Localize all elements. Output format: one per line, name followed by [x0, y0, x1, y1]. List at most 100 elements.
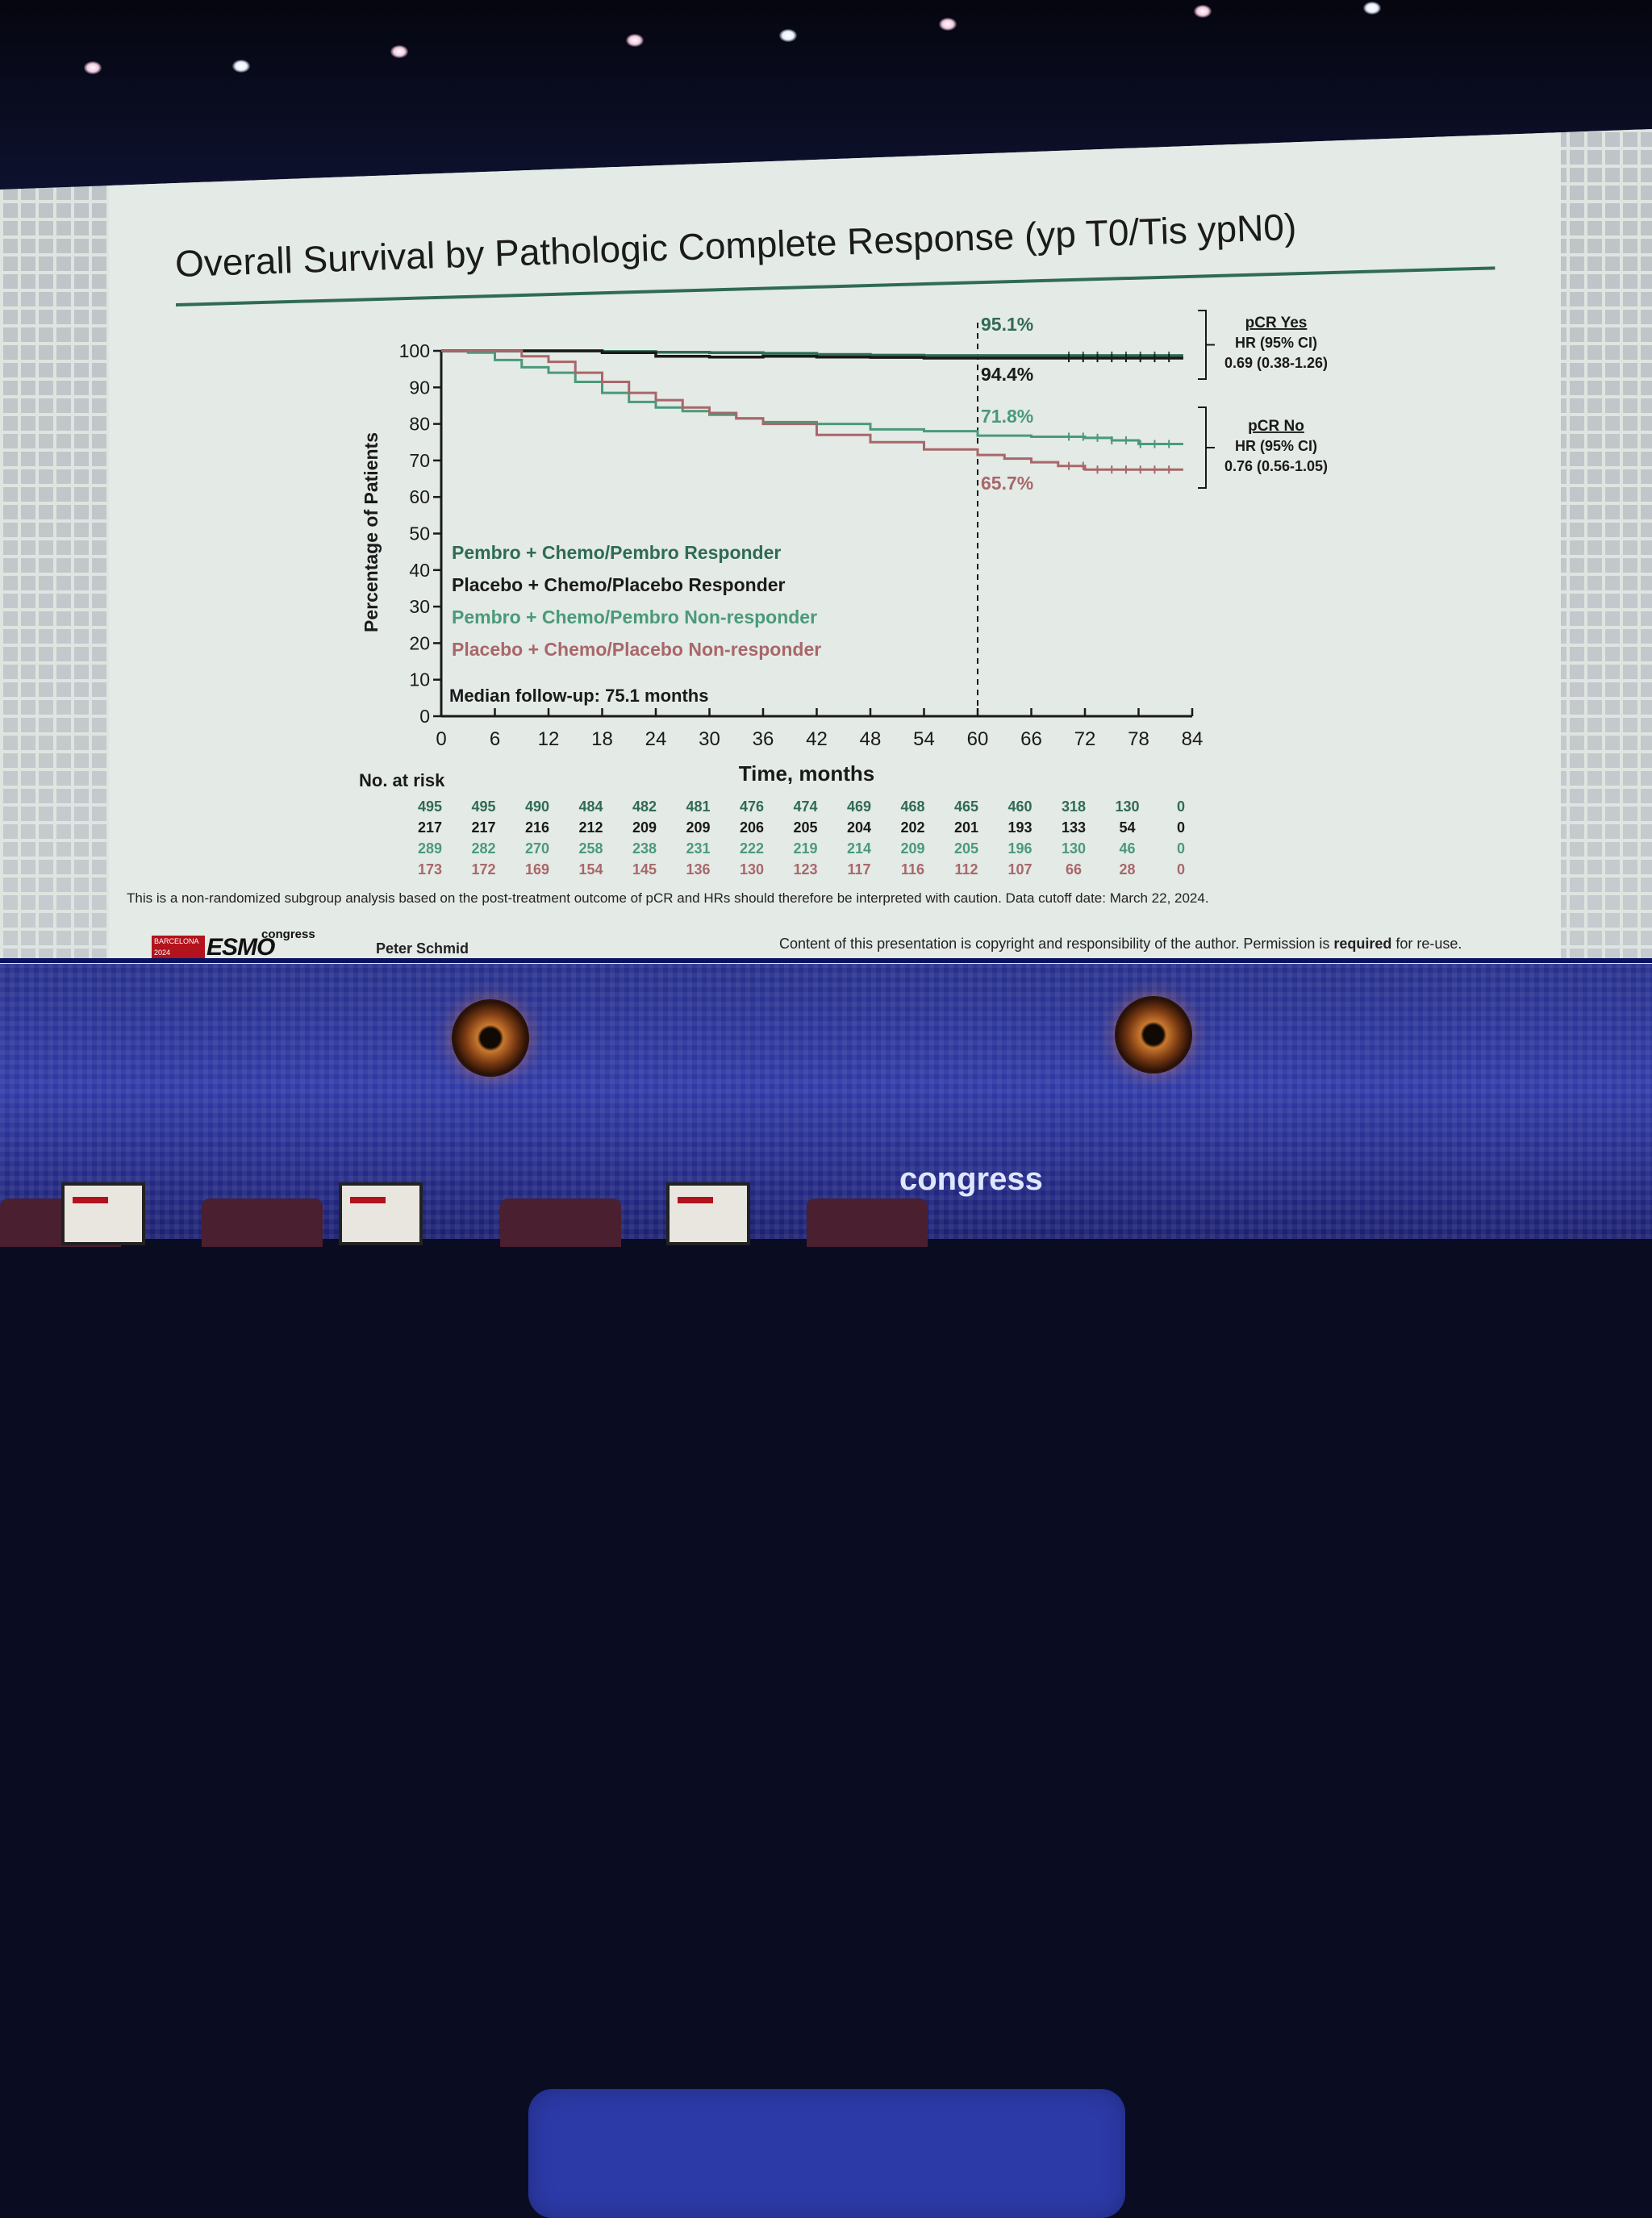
legend: Pembro + Chemo/Pembro Responder Placebo +…: [452, 542, 821, 660]
hr-group-label: pCR No: [1248, 418, 1304, 435]
risk-cell: 130: [1115, 798, 1139, 815]
risk-cell: 495: [471, 798, 495, 815]
risk-cell: 107: [1007, 861, 1032, 878]
landmark-value-label: 95.1%: [981, 314, 1033, 335]
x-tick-label: 24: [645, 728, 667, 750]
y-axis-label: Percentage of Patients: [361, 432, 382, 632]
km-curve-series-3: [441, 349, 1183, 446]
series: [441, 349, 1183, 474]
risk-table: No. at risk 495 495 490 484 482 481 476 474 469 46…: [359, 770, 1185, 878]
x-tick-label: 6: [490, 728, 500, 750]
screen-pattern-left: [0, 129, 121, 964]
stage-spotlight: [452, 999, 529, 1077]
risk-cell: 66: [1066, 861, 1082, 878]
projection-screen: [0, 129, 1652, 964]
logo-name: ESMO: [206, 934, 275, 961]
risk-cell: 123: [793, 861, 817, 878]
risk-cell: 172: [471, 861, 495, 878]
risk-cell: 318: [1062, 798, 1086, 815]
hr-value: 0.76 (0.56-1.05): [1224, 458, 1328, 474]
risk-cell: 54: [1119, 819, 1135, 836]
legend-entry-1: Pembro + Chemo/Pembro Responder: [452, 542, 781, 563]
risk-cell: 0: [1177, 798, 1185, 815]
risk-cell: 0: [1177, 819, 1185, 836]
copyright-text-end: for re-use.: [1391, 936, 1462, 952]
landmark-value-label: 71.8%: [981, 406, 1033, 427]
risk-cell: 173: [418, 861, 442, 878]
risk-cell: 217: [471, 819, 495, 836]
x-tick-label: 12: [538, 728, 560, 750]
y-tick-label: 20: [409, 632, 430, 653]
y-tick-label: 100: [399, 340, 430, 361]
stage-light: [1363, 2, 1381, 15]
x-tick-label: 72: [1074, 728, 1096, 750]
risk-cell: 116: [901, 861, 924, 878]
hr-label: HR (95% CI): [1235, 438, 1317, 454]
y-tick-label: 80: [409, 414, 430, 435]
hr-brackets: pCR Yes HR (95% CI) 0.69 (0.38-1.26) pCR No…: [1198, 310, 1328, 489]
risk-cell: 112: [954, 861, 978, 878]
km-curve-series-4: [441, 349, 1183, 471]
risk-cell: 469: [847, 798, 871, 815]
presenter-name: Peter Schmid: [376, 940, 469, 957]
x-axis-label: Time, months: [739, 761, 875, 786]
risk-cell: 201: [954, 819, 978, 836]
risk-cell: 169: [525, 861, 549, 878]
y-tick-label: 50: [409, 523, 430, 544]
risk-cell: 0: [1177, 861, 1185, 878]
x-tick-label: 0: [436, 728, 446, 750]
footer-note: This is a non-randomized subgroup analys…: [127, 890, 1209, 906]
risk-cell: 474: [793, 798, 817, 815]
x-tick-label: 66: [1020, 728, 1042, 750]
copyright-text: Content of this presentation is copyrigh…: [779, 936, 1334, 952]
legend-entry-4: Placebo + Chemo/Placebo Non-responder: [452, 639, 821, 660]
x-tick-label: 60: [967, 728, 989, 750]
podium-sign-text: congress: [899, 1161, 1043, 1197]
hr-bracket: [1198, 310, 1215, 380]
km-chart: Percentage of Patients Time, months 0 10 2…: [359, 310, 1328, 878]
risk-cell: 282: [471, 840, 495, 857]
confidence-monitor: [61, 1182, 145, 1245]
risk-cell: 468: [900, 798, 924, 815]
risk-cell: 117: [847, 861, 870, 878]
risk-cell: 154: [578, 861, 603, 878]
km-curve-series-2: [441, 349, 1183, 360]
stage-light: [84, 61, 102, 74]
risk-cell: 238: [632, 840, 657, 857]
risk-cell: 209: [686, 819, 710, 836]
risk-cell: 205: [793, 819, 817, 836]
risk-cell: 212: [578, 819, 603, 836]
risk-cell: 460: [1007, 798, 1032, 815]
risk-cell: 481: [686, 798, 710, 815]
stage-light: [1194, 5, 1212, 18]
screen-frame: [0, 958, 1652, 963]
hr-value: 0.69 (0.38-1.26): [1224, 355, 1328, 371]
risk-cell: 258: [578, 840, 603, 857]
risk-cell: 209: [632, 819, 657, 836]
risk-cell: 219: [793, 840, 817, 857]
x-tick-label: 30: [699, 728, 720, 750]
legend-entry-3: Pembro + Chemo/Pembro Non-responder: [452, 607, 817, 627]
risk-cell: 136: [686, 861, 710, 878]
stage-spotlight: [1115, 996, 1192, 1074]
slide-content: Overall Survival by Pathologic Complete …: [0, 0, 1652, 961]
risk-cell: 484: [578, 798, 603, 815]
x-tick-label: 78: [1128, 728, 1149, 750]
risk-cell: 206: [740, 819, 764, 836]
hr-label: HR (95% CI): [1235, 335, 1317, 351]
x-tick-label: 36: [753, 728, 774, 750]
x-tick-label: 84: [1182, 728, 1204, 750]
risk-cell: 289: [418, 840, 442, 857]
risk-cell: 209: [900, 840, 924, 857]
risk-cell: 130: [1062, 840, 1086, 857]
risk-cell: 476: [740, 798, 764, 815]
hr-group-label: pCR Yes: [1245, 315, 1308, 331]
risk-cell: 204: [847, 819, 871, 836]
risk-cell: 465: [954, 798, 978, 815]
risk-cell: 196: [1007, 840, 1032, 857]
risk-cell: 205: [954, 840, 978, 857]
annotations: 95.1% 94.4% 71.8% 65.7%: [981, 314, 1033, 494]
slide: [109, 129, 1561, 964]
x-tick-label: 54: [913, 728, 935, 750]
stage-light: [390, 45, 408, 58]
